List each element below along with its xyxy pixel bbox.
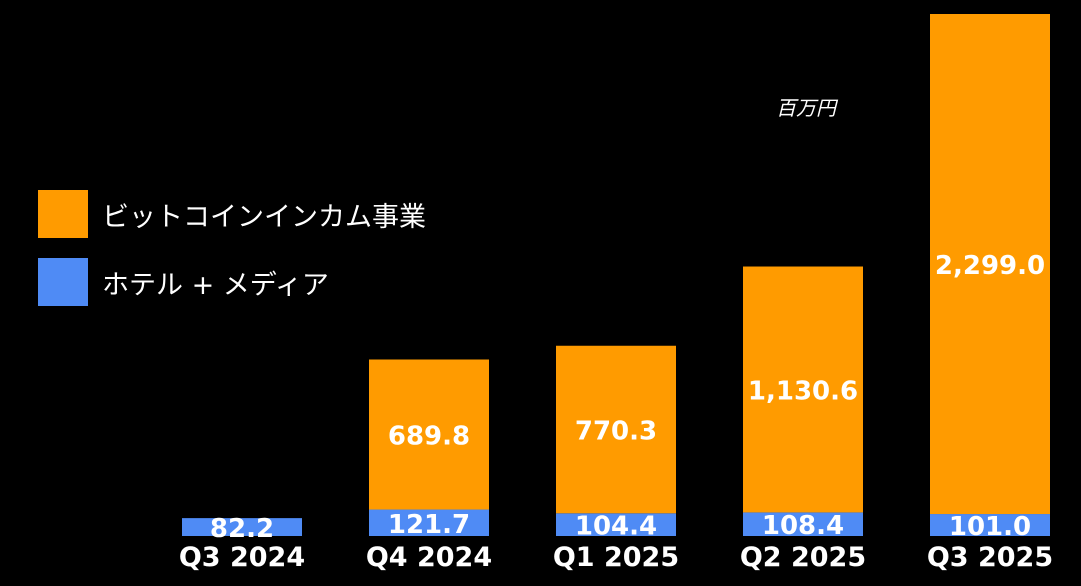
bar-hotel-media-3 xyxy=(743,512,863,536)
data-label-hotel-media-1: 121.7 xyxy=(388,510,470,540)
bar-hotel-media-2 xyxy=(556,513,676,536)
bar-bitcoin-2 xyxy=(556,345,676,514)
data-label-hotel-media-2: 104.4 xyxy=(575,512,657,542)
data-label-hotel-media-4: 101.0 xyxy=(949,512,1031,542)
data-label-bitcoin-3: 1,130.6 xyxy=(748,376,858,406)
bar-hotel-media-4 xyxy=(930,514,1050,536)
legend-swatch-hotel-media xyxy=(38,258,88,306)
data-label-hotel-media-3: 108.4 xyxy=(762,511,844,541)
bar-bitcoin-1 xyxy=(369,359,489,510)
legend-label-hotel-media: ホテル + メディア xyxy=(102,269,329,301)
legend-label-bitcoin: ビットコインインカム事業 xyxy=(102,201,426,233)
data-label-bitcoin-2: 770.3 xyxy=(575,417,657,447)
x-tick-label-3: Q2 2025 xyxy=(740,542,866,573)
x-tick-label-1: Q4 2024 xyxy=(366,542,492,573)
bar-hotel-media-1 xyxy=(369,509,489,536)
bar-hotel-media-0 xyxy=(182,518,302,536)
legend-item-hotel-media: ホテル + メディア xyxy=(38,258,329,306)
unit-label: 百万円 xyxy=(776,96,836,120)
bar-bitcoin-3 xyxy=(743,266,863,513)
bar-bitcoin-4 xyxy=(930,14,1050,515)
data-label-hotel-media-0: 82.2 xyxy=(210,514,274,544)
legend-swatch-bitcoin xyxy=(38,190,88,238)
x-tick-label-2: Q1 2025 xyxy=(553,542,679,573)
x-tick-label-4: Q3 2025 xyxy=(927,542,1053,573)
x-tick-label-0: Q3 2024 xyxy=(179,542,305,573)
data-label-bitcoin-1: 689.8 xyxy=(388,422,470,452)
data-label-bitcoin-4: 2,299.0 xyxy=(935,251,1045,281)
legend-item-bitcoin: ビットコインインカム事業 xyxy=(38,190,426,238)
